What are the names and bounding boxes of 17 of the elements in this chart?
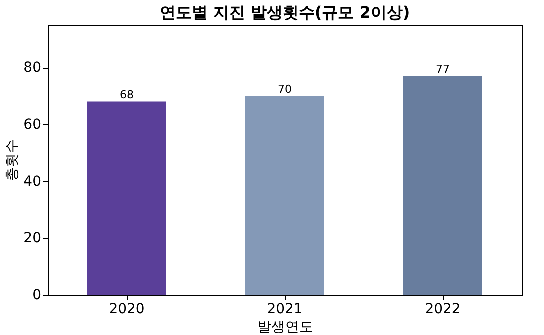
bar bbox=[88, 102, 166, 295]
data-label: 68 bbox=[120, 88, 134, 102]
y-tick-label: 40 bbox=[24, 174, 42, 190]
y-tick-label: 80 bbox=[24, 60, 42, 76]
x-tick-label: 2022 bbox=[425, 302, 461, 318]
chart-title: 연도별 지진 발생횟수(규모 2이상) bbox=[160, 3, 410, 22]
data-label: 77 bbox=[436, 63, 450, 76]
y-tick-label: 60 bbox=[24, 116, 42, 133]
data-label: 70 bbox=[278, 83, 292, 96]
x-tick-label: 2020 bbox=[109, 302, 145, 318]
y-axis-title: 총횟수 bbox=[4, 140, 21, 182]
x-axis-title: 발생연도 bbox=[258, 320, 314, 335]
y-tick-label: 20 bbox=[24, 230, 42, 247]
bar bbox=[404, 76, 482, 295]
x-tick-label: 2021 bbox=[267, 302, 303, 318]
y-tick-label: 0 bbox=[32, 288, 42, 304]
bar bbox=[246, 96, 324, 295]
